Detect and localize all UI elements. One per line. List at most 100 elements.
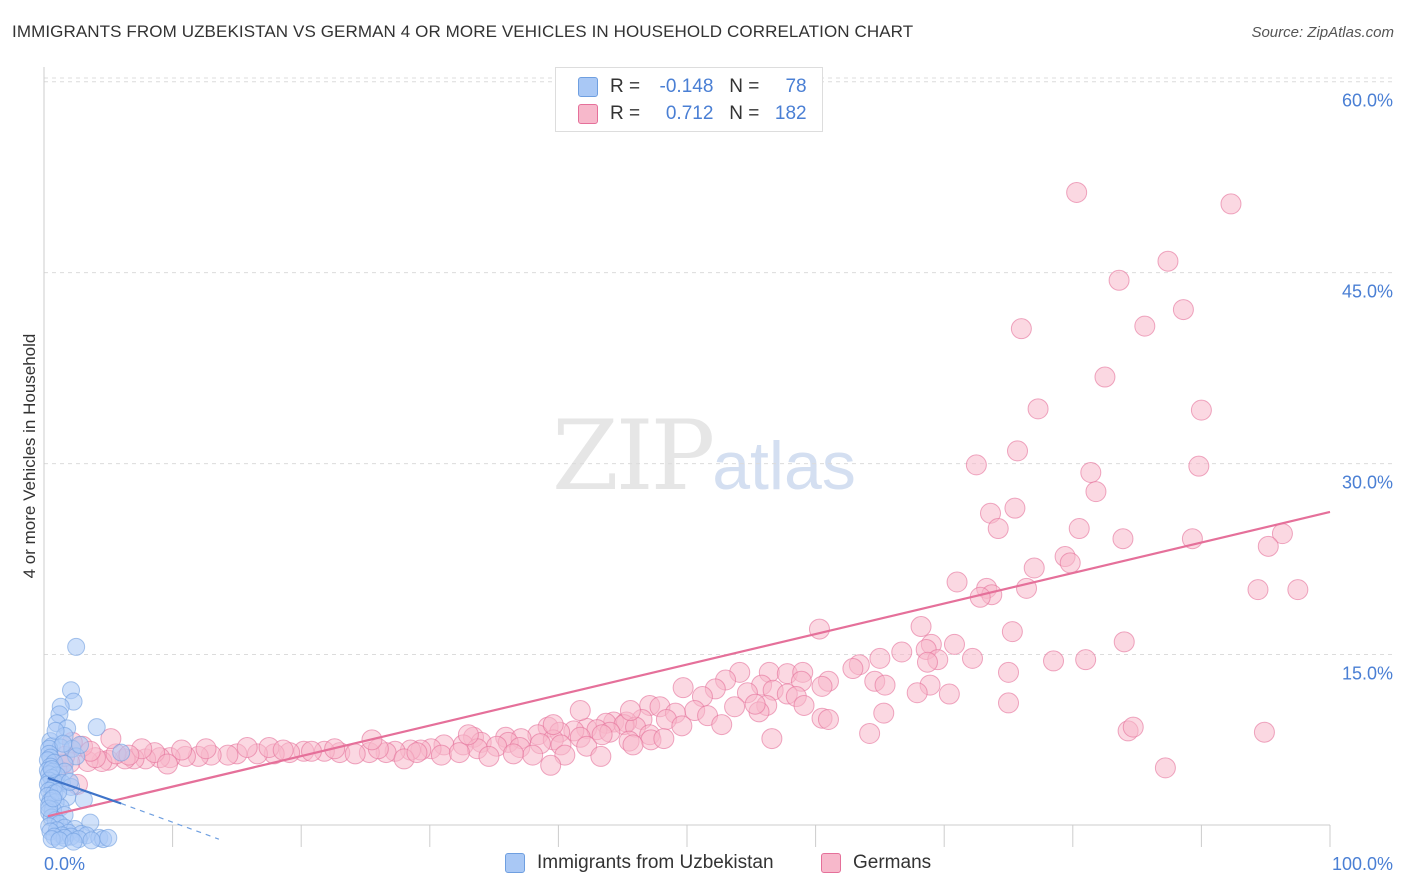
germans-point <box>1112 528 1134 550</box>
germans-point <box>590 745 612 767</box>
uzbekistan-point <box>82 831 101 850</box>
germans-point <box>1027 398 1049 420</box>
germans-point <box>622 734 644 756</box>
germans-point <box>406 742 428 764</box>
germans-point <box>1066 181 1088 203</box>
germans-point <box>938 683 960 705</box>
watermark-atlas: atlas <box>712 428 856 504</box>
germans-point <box>576 735 598 757</box>
series-legend-item-uzbekistan[interactable]: Immigrants from Uzbekistan <box>505 852 774 874</box>
germans-point <box>1094 366 1116 388</box>
germans-point <box>943 633 965 655</box>
germans-point <box>842 658 864 680</box>
germans-point <box>672 677 694 699</box>
germans-point <box>965 454 987 476</box>
legend-swatch-uzbekistan <box>578 77 598 97</box>
germans-point <box>811 675 833 697</box>
germans-point <box>987 518 1009 540</box>
germans-point <box>874 674 896 696</box>
germans-point <box>1220 193 1242 215</box>
germans-point <box>653 728 675 750</box>
germans-point <box>873 702 895 724</box>
uzbekistan-point <box>54 734 73 753</box>
germans-point <box>591 724 613 746</box>
germans-point <box>1134 315 1156 337</box>
germans-point <box>1075 649 1097 671</box>
germans-point <box>1010 318 1032 340</box>
germans-trend-line <box>47 510 1331 818</box>
uzbekistan-trend-extension <box>120 802 220 840</box>
germans-point <box>1113 631 1135 653</box>
chart-title: IMMIGRANTS FROM UZBEKISTAN VS GERMAN 4 O… <box>12 22 914 41</box>
germans-point <box>1007 440 1029 462</box>
germans-point <box>1190 399 1212 421</box>
watermark-zip: ZIP <box>552 400 715 512</box>
uzbekistan-point <box>99 828 118 847</box>
legend-row-germans: R = 0.712 N = 182 <box>578 102 807 126</box>
germans-point <box>1001 621 1023 643</box>
germans-point <box>1257 535 1279 557</box>
germans-point <box>761 728 783 750</box>
germans-point <box>1043 650 1065 672</box>
germans-point <box>569 700 591 722</box>
germans-point <box>478 745 500 767</box>
germans-point <box>1122 716 1144 738</box>
series-legend-swatch-germans <box>821 853 841 873</box>
germans-point <box>1157 250 1179 272</box>
uzbekistan-point <box>42 760 61 779</box>
legend-n-label: N = <box>729 76 760 97</box>
germans-point <box>195 738 217 760</box>
germans-point <box>793 694 815 716</box>
germans-point <box>540 754 562 776</box>
germans-point <box>946 571 968 593</box>
uzbekistan-point <box>71 735 90 754</box>
germans-point <box>998 661 1019 683</box>
germans-point <box>272 739 294 761</box>
legend-n-value: 78 <box>785 76 807 97</box>
series-legend-label-uzbekistan: Immigrants from Uzbekistan <box>537 852 774 873</box>
germans-point <box>1172 299 1194 321</box>
germans-point <box>1188 455 1210 477</box>
legend-r-label: R = <box>610 76 641 97</box>
germans-point <box>171 739 193 761</box>
germans-point <box>156 753 178 775</box>
legend-n-label: N = <box>729 103 760 124</box>
germans-point <box>891 641 913 663</box>
germans-point <box>1059 552 1081 574</box>
legend-r-value: -0.148 <box>659 76 714 97</box>
germans-point <box>1085 481 1107 503</box>
germans-point <box>671 715 693 737</box>
germans-point <box>619 700 641 722</box>
chart-source: Source: ZipAtlas.com <box>1251 24 1394 41</box>
legend-swatch-germans <box>578 104 598 124</box>
y-tick-label: 30.0% <box>1342 473 1393 493</box>
germans-point <box>1068 518 1090 540</box>
germans-point <box>808 618 830 640</box>
germans-point <box>448 742 470 764</box>
germans-point <box>344 743 366 765</box>
y-tick-label: 60.0% <box>1342 91 1393 111</box>
germans-point <box>1154 757 1176 779</box>
uzbekistan-point <box>64 832 83 851</box>
germans-point <box>542 714 564 736</box>
uzbekistan-point <box>67 637 86 656</box>
series-legend-item-germans[interactable]: Germans <box>821 852 931 874</box>
germans-point <box>522 744 544 766</box>
germans-point <box>817 708 839 730</box>
uzbekistan-point <box>44 789 63 808</box>
germans-point <box>711 714 733 736</box>
germans-point <box>916 651 938 673</box>
germans-point <box>961 647 983 669</box>
x-tick-label: 100.0% <box>1332 854 1393 874</box>
germans-point <box>869 647 891 669</box>
series-legend: Immigrants from Uzbekistan Germans <box>0 852 1406 878</box>
germans-point <box>1108 269 1130 291</box>
germans-point <box>236 736 258 758</box>
y-tick-label: 15.0% <box>1342 664 1393 684</box>
germans-point <box>100 728 122 750</box>
germans-point <box>1023 557 1045 579</box>
germans-point <box>998 692 1019 714</box>
legend-r-label: R = <box>610 103 641 124</box>
legend-r-value: 0.712 <box>665 103 714 124</box>
